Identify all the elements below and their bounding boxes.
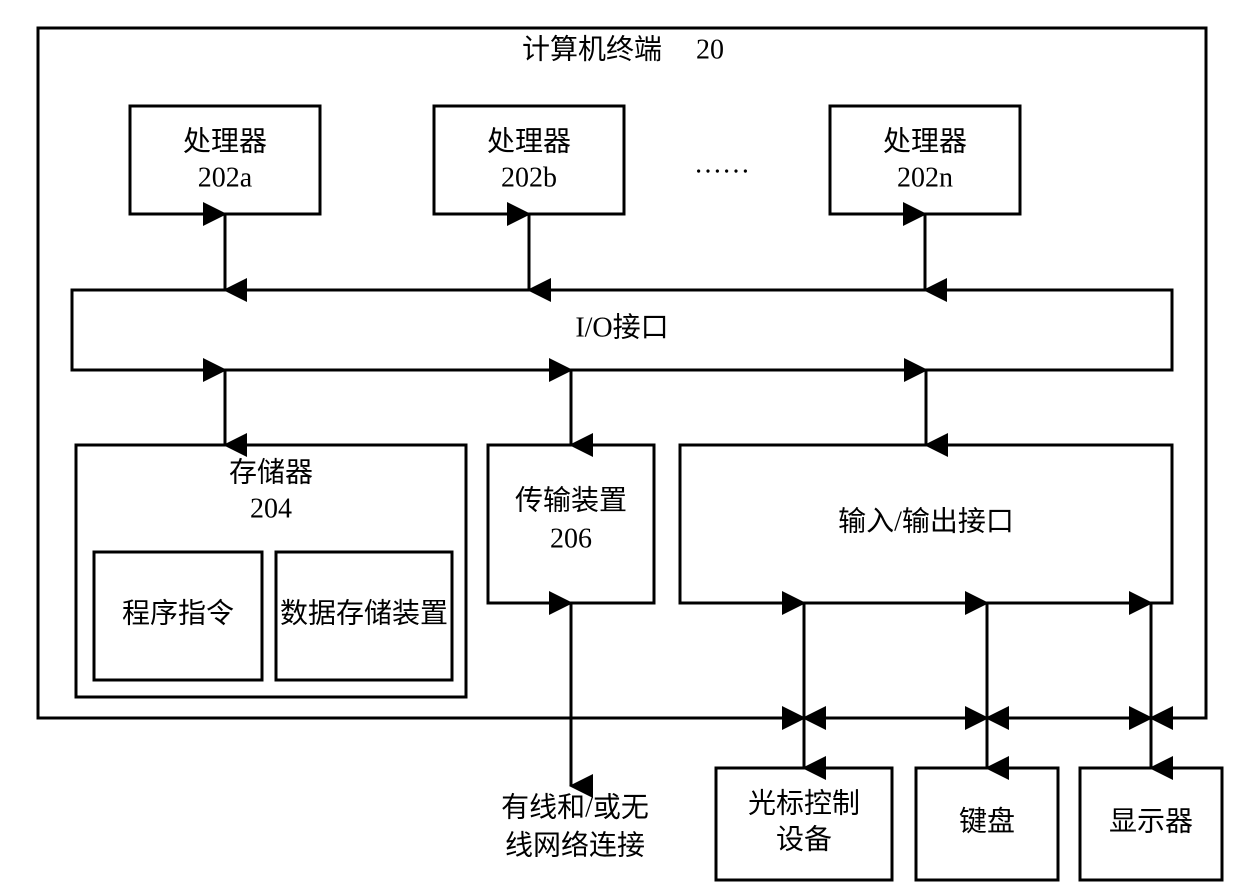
peripheral-label-0-l1: 光标控制: [748, 787, 860, 819]
processor-label-0: 处理器: [183, 125, 267, 157]
peripheral-label-1: 键盘: [959, 805, 1015, 837]
processor-ellipsis: ……: [694, 148, 750, 179]
processor-id-1: 202b: [501, 162, 557, 193]
transmit-title: 传输装置: [515, 484, 627, 516]
io-interface-label: 输入/输出接口: [838, 505, 1014, 537]
memory-child-label-1: 数据存储装置: [280, 597, 448, 629]
memory-id: 204: [250, 493, 292, 524]
terminal-title: 计算机终端: [522, 33, 662, 65]
io-bus-label: I/O接口: [575, 311, 668, 343]
memory-title: 存储器: [229, 456, 313, 488]
peripheral-label-2: 显示器: [1109, 806, 1193, 837]
processor-box-0: [130, 106, 320, 214]
network-label-1: 有线和/或无: [501, 791, 649, 823]
network-label-2: 线网络连接: [505, 829, 645, 861]
processor-box-1: [434, 106, 624, 214]
processor-label-1: 处理器: [487, 125, 571, 157]
transmit-id: 206: [550, 523, 592, 554]
memory-child-label-0: 程序指令: [122, 597, 234, 629]
processor-id-0: 202a: [198, 162, 253, 193]
processor-box-2: [830, 106, 1020, 214]
terminal-id: 20: [696, 34, 724, 65]
peripheral-label-0-l2: 设备: [776, 823, 832, 855]
processor-id-2: 202n: [897, 162, 953, 193]
processor-label-2: 处理器: [883, 125, 967, 157]
